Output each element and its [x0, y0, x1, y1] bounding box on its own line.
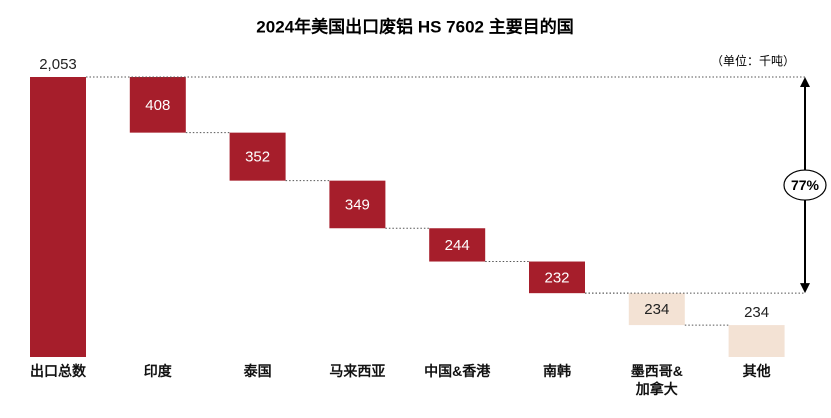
bar: [628, 293, 685, 326]
unit-note: （单位：千吨）: [711, 53, 795, 68]
bar: [229, 132, 286, 181]
value-label: 2,053: [39, 56, 77, 73]
category-label: 南韩: [543, 363, 571, 379]
chart-title: 2024年美国出口废铝 HS 7602 主要目的国: [256, 16, 573, 36]
category-label: 墨西哥&加拿大: [630, 363, 683, 397]
value-label: 352: [245, 149, 270, 166]
bar: [728, 325, 785, 357]
arrow-head: [800, 77, 810, 87]
category-label: 马来西亚: [329, 363, 386, 379]
category-label: 印度: [143, 363, 172, 379]
value-label: 244: [445, 237, 470, 254]
annotation-ellipse: [783, 169, 827, 201]
annotation: 77%: [791, 177, 820, 193]
bar: [429, 228, 486, 262]
value-label: 234: [744, 304, 769, 321]
value-label: 408: [145, 97, 170, 114]
bar: [129, 77, 186, 133]
arrow-head: [800, 283, 810, 294]
bar: [329, 180, 386, 229]
category-label: 中国&香港: [424, 363, 491, 379]
value-label: 234: [644, 301, 669, 318]
value-label: 232: [544, 269, 569, 286]
category-label: 出口总数: [30, 363, 86, 379]
category-label: 其他: [742, 363, 771, 379]
category-label: 泰国: [243, 363, 272, 379]
bar: [30, 77, 86, 357]
value-label: 349: [345, 196, 370, 213]
bar: [529, 261, 585, 294]
